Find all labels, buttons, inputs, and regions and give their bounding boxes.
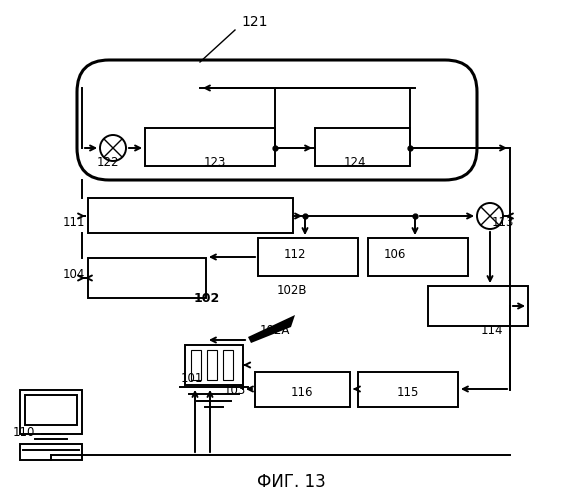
Text: 102A: 102A xyxy=(260,324,290,336)
Text: 101: 101 xyxy=(181,372,203,384)
Bar xyxy=(207,350,217,380)
Text: 124: 124 xyxy=(344,156,366,170)
Text: 114: 114 xyxy=(481,324,503,336)
Bar xyxy=(185,345,243,385)
Bar xyxy=(428,286,528,326)
Bar xyxy=(191,350,201,380)
Bar xyxy=(358,372,458,407)
Text: 104: 104 xyxy=(62,268,85,281)
Bar xyxy=(258,238,358,276)
Text: ФИГ. 13: ФИГ. 13 xyxy=(257,473,325,491)
Text: 112: 112 xyxy=(284,248,306,262)
Text: 123: 123 xyxy=(204,156,226,170)
Bar xyxy=(20,390,82,434)
Bar xyxy=(223,350,233,380)
Bar xyxy=(25,395,77,425)
Text: 103: 103 xyxy=(224,384,246,396)
Bar xyxy=(20,444,82,460)
Text: 102B: 102B xyxy=(277,284,307,296)
Bar xyxy=(255,372,350,407)
Text: 115: 115 xyxy=(397,386,419,398)
Text: 110: 110 xyxy=(13,426,35,438)
Bar xyxy=(88,198,293,233)
Bar xyxy=(315,128,410,166)
Text: 106: 106 xyxy=(384,248,406,262)
Text: 113: 113 xyxy=(492,216,514,228)
Bar xyxy=(88,258,206,298)
Text: 122: 122 xyxy=(97,156,120,170)
Text: 102: 102 xyxy=(194,292,220,304)
Bar xyxy=(145,128,275,166)
Text: 121: 121 xyxy=(242,15,268,29)
Bar xyxy=(368,238,468,276)
Polygon shape xyxy=(248,315,295,343)
Text: 116: 116 xyxy=(291,386,313,398)
Text: 111: 111 xyxy=(62,216,85,228)
